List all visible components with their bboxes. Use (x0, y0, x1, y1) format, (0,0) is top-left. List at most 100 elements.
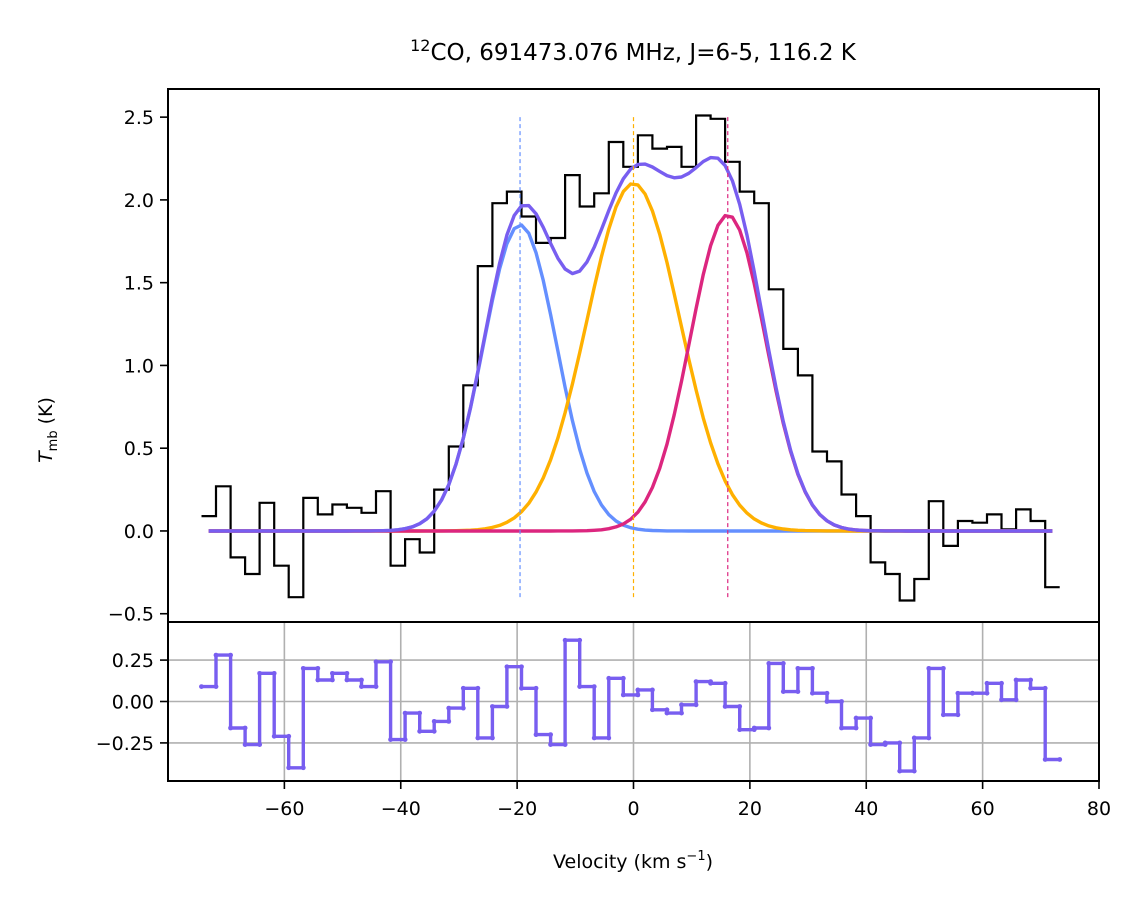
x-tick-label: 80 (1087, 798, 1111, 820)
y-axis-label: Tmb (K) (35, 397, 61, 463)
residual-marker (592, 736, 597, 741)
residual-marker (752, 726, 757, 731)
residual-marker (475, 736, 480, 741)
residual-marker (606, 676, 611, 681)
residual-marker (606, 736, 611, 741)
residual-marker (345, 678, 350, 683)
residual-marker (505, 704, 510, 709)
residual-marker (228, 653, 233, 658)
residual-marker (1028, 678, 1033, 683)
residual-marker (883, 741, 888, 746)
residual-marker (1043, 757, 1048, 762)
residual-y-tick-label: −0.25 (96, 733, 154, 755)
residual-marker (359, 678, 364, 683)
residual-marker (286, 765, 291, 770)
gaussian-component-1-line (209, 225, 1053, 531)
residual-marker (679, 711, 684, 716)
residual-marker (432, 719, 437, 724)
residual-marker (505, 664, 510, 669)
y-tick-label: −0.5 (108, 604, 154, 626)
residual-marker (825, 699, 830, 704)
residual-marker (374, 684, 379, 689)
residual-marker (912, 736, 917, 741)
residual-marker (1028, 686, 1033, 691)
residual-y-tick-label: 0.00 (112, 692, 154, 714)
residual-marker (475, 686, 480, 691)
residual-marker (330, 678, 335, 683)
residual-marker (650, 688, 655, 693)
residual-marker (694, 679, 699, 684)
residual-marker (490, 736, 495, 741)
residual-marker (301, 666, 306, 671)
x-axis-label: Velocity (km s−1) (553, 849, 713, 873)
residual-marker (999, 681, 1004, 686)
residual-marker (854, 716, 859, 721)
residual-marker (257, 742, 262, 747)
x-tick-label: −20 (497, 798, 537, 820)
residual-marker (737, 727, 742, 732)
residual-marker (839, 726, 844, 731)
x-axis-label-end: ) (706, 851, 713, 873)
residual-panel: −0.250.000.25−60 −40 −20 0 20 40 60 80 (96, 622, 1111, 820)
residual-marker (868, 742, 873, 747)
residual-marker (635, 692, 640, 697)
residual-marker (432, 729, 437, 734)
residual-marker (795, 666, 800, 671)
residual-marker (228, 726, 233, 731)
residual-marker (825, 691, 830, 696)
x-tick-label: −40 (381, 798, 421, 820)
residual-marker (941, 666, 946, 671)
residual-marker (955, 712, 960, 717)
residual-marker (766, 661, 771, 666)
residual-marker (999, 697, 1004, 702)
residual-marker (388, 659, 393, 664)
residual-marker (286, 734, 291, 739)
residual-marker (417, 711, 422, 716)
residual-marker (665, 711, 670, 716)
residual-marker (592, 684, 597, 689)
residual-marker (679, 702, 684, 707)
residual-marker (272, 734, 277, 739)
residual-marker (272, 671, 277, 676)
residual-marker (548, 742, 553, 747)
residual-marker (563, 742, 568, 747)
gaussian-component-3-line (209, 216, 1053, 531)
residual-marker (461, 686, 466, 691)
residual-marker (737, 704, 742, 709)
residual-marker (985, 681, 990, 686)
residual-marker (446, 706, 451, 711)
residual-marker (519, 686, 524, 691)
residual-marker (635, 688, 640, 693)
residual-marker (490, 704, 495, 709)
residual-marker (214, 653, 219, 658)
x-tick-label: 60 (971, 798, 995, 820)
residual-marker (345, 671, 350, 676)
residual-marker (548, 732, 553, 737)
residual-marker (621, 676, 626, 681)
y-tick-label: 1.0 (124, 355, 154, 377)
x-tick-label: −60 (264, 798, 304, 820)
title-isotope-superscript: 12 (410, 36, 430, 55)
residual-marker (926, 736, 931, 741)
x-axis-label-text: Velocity (km s (553, 851, 686, 873)
residual-marker (810, 666, 815, 671)
x-tick-label: 40 (854, 798, 878, 820)
spectrum-figure: 12CO, 691473.076 MHz, J=6-5, 116.2 K Tmb… (0, 0, 1145, 910)
x-tick-label: 0 (627, 798, 639, 820)
residual-marker (534, 686, 539, 691)
residual-marker (1014, 697, 1019, 702)
y-tick-label: 0.0 (124, 521, 154, 543)
residual-marker (694, 702, 699, 707)
residual-marker (257, 671, 262, 676)
residual-marker (708, 681, 713, 686)
residual-marker (839, 699, 844, 704)
y-axis-label-subscript: mb (46, 430, 61, 451)
residual-marker (926, 666, 931, 671)
x-axis-label-superscript: −1 (686, 849, 705, 864)
residual-marker (446, 719, 451, 724)
residual-marker (374, 659, 379, 664)
y-tick-label: 0.5 (124, 438, 154, 460)
residual-marker (519, 664, 524, 669)
residual-marker (388, 737, 393, 742)
residual-marker (650, 707, 655, 712)
